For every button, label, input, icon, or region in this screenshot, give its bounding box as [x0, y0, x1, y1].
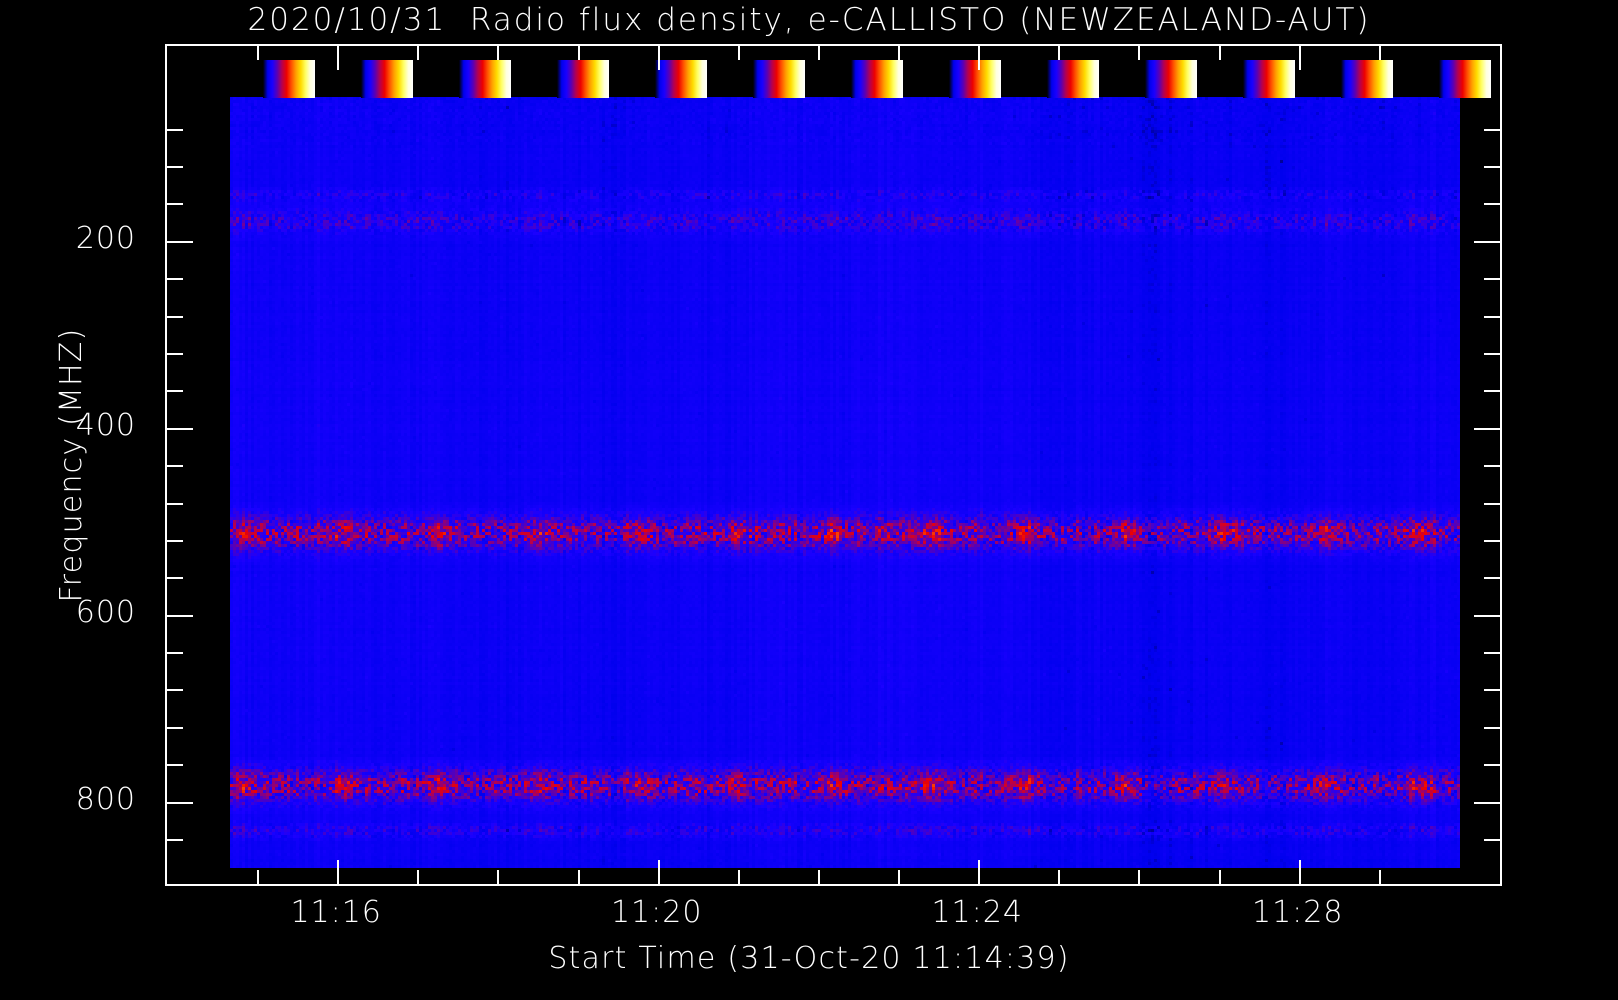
y-minor-tick — [167, 764, 183, 767]
y-minor-tick — [167, 203, 183, 206]
calibration-strip — [1047, 60, 1099, 98]
x-minor-tick — [1058, 870, 1061, 884]
y-minor-tick — [1484, 577, 1500, 580]
y-minor-tick — [167, 838, 183, 841]
x-minor-tick — [417, 870, 420, 884]
x-tick-label: 11:20 — [610, 895, 703, 930]
y-minor-tick — [1484, 315, 1500, 318]
y-minor-tick — [167, 502, 183, 505]
y-minor-tick — [1484, 539, 1500, 542]
plot-frame — [165, 44, 1502, 886]
calibration-strip — [557, 60, 609, 98]
y-major-tick — [167, 427, 193, 430]
y-major-tick — [167, 240, 193, 243]
x-minor-tick — [817, 870, 820, 884]
x-minor-tick — [497, 870, 500, 884]
y-minor-tick — [167, 166, 183, 169]
x-minor-tick — [1378, 870, 1381, 884]
calibration-strip — [459, 60, 511, 98]
y-minor-tick — [167, 689, 183, 692]
x-minor-tick — [1218, 870, 1221, 884]
y-minor-tick — [1484, 764, 1500, 767]
plot-inner — [167, 46, 1500, 884]
x-major-tick — [1298, 46, 1301, 70]
y-minor-tick — [1484, 128, 1500, 131]
y-major-tick — [1474, 240, 1500, 243]
y-minor-tick — [1484, 278, 1500, 281]
x-minor-tick — [1138, 46, 1141, 60]
y-minor-tick — [1484, 465, 1500, 468]
y-major-tick — [1474, 614, 1500, 617]
x-minor-tick — [737, 870, 740, 884]
y-axis-title: Frequency (MHZ) — [54, 327, 89, 603]
y-minor-tick — [1484, 689, 1500, 692]
calibration-strip — [851, 60, 903, 98]
x-major-tick — [337, 46, 340, 70]
y-tick-label: 800 — [75, 781, 136, 817]
x-major-tick — [657, 860, 660, 884]
y-minor-tick — [167, 726, 183, 729]
x-minor-tick — [1058, 46, 1061, 60]
y-minor-tick — [167, 128, 183, 131]
y-major-tick — [167, 614, 193, 617]
spectrogram-image — [230, 97, 1460, 868]
x-minor-tick — [417, 46, 420, 60]
x-minor-tick — [257, 46, 260, 60]
x-tick-label: 11:24 — [931, 895, 1023, 930]
y-minor-tick — [1484, 726, 1500, 729]
x-minor-tick — [898, 46, 901, 60]
x-minor-tick — [497, 46, 500, 60]
y-minor-tick — [1484, 166, 1500, 169]
x-minor-tick — [737, 46, 740, 60]
x-major-tick — [978, 46, 981, 70]
y-minor-tick — [1484, 652, 1500, 655]
y-major-tick — [1474, 801, 1500, 804]
y-minor-tick — [167, 465, 183, 468]
page-title: 2020/10/31 Radio flux density, e-CALLIST… — [247, 2, 1371, 38]
y-minor-tick — [1484, 353, 1500, 355]
calibration-strip — [949, 60, 1001, 98]
x-tick-label: 11:28 — [1252, 895, 1344, 930]
x-major-tick — [337, 860, 340, 884]
calibration-strip — [753, 60, 805, 98]
y-tick-label: 200 — [75, 220, 136, 256]
y-minor-tick — [167, 539, 183, 542]
x-minor-tick — [1378, 46, 1381, 60]
y-tick-label: 600 — [75, 594, 136, 630]
y-minor-tick — [1484, 203, 1500, 206]
calibration-strip — [1341, 60, 1393, 98]
y-minor-tick — [167, 278, 183, 281]
y-minor-tick — [1484, 502, 1500, 505]
y-minor-tick — [167, 577, 183, 580]
calibration-strip — [1439, 60, 1491, 98]
y-major-tick — [1474, 427, 1500, 430]
x-minor-tick — [577, 870, 580, 884]
spectrogram-canvas — [230, 97, 1460, 868]
x-minor-tick — [257, 870, 260, 884]
x-major-tick — [978, 860, 981, 884]
y-minor-tick — [167, 652, 183, 655]
x-tick-label: 11:16 — [290, 895, 382, 930]
y-minor-tick — [167, 390, 183, 393]
y-major-tick — [167, 801, 193, 804]
y-minor-tick — [167, 353, 183, 355]
calibration-strip — [263, 60, 315, 98]
x-major-tick — [657, 46, 660, 70]
x-minor-tick — [898, 870, 901, 884]
y-minor-tick — [167, 315, 183, 318]
calibration-strip — [1243, 60, 1295, 98]
x-major-tick — [1298, 860, 1301, 884]
y-minor-tick — [1484, 838, 1500, 841]
calibration-strip — [655, 60, 707, 98]
x-minor-tick — [1138, 870, 1141, 884]
x-minor-tick — [817, 46, 820, 60]
y-minor-tick — [1484, 390, 1500, 393]
calibration-strip — [1145, 60, 1197, 98]
x-axis-title: Start Time (31-Oct-20 11:14:39) — [548, 941, 1070, 976]
x-minor-tick — [1218, 46, 1221, 60]
y-tick-label: 400 — [75, 407, 136, 443]
x-minor-tick — [577, 46, 580, 60]
calibration-strip — [361, 60, 413, 98]
